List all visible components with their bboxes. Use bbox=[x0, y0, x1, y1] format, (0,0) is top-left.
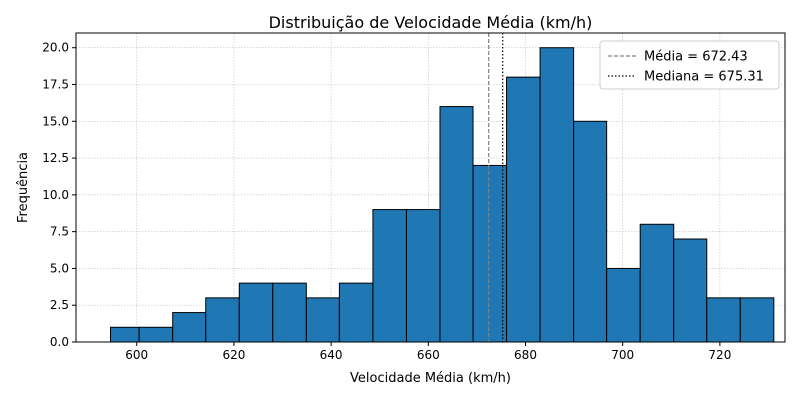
histogram-bar bbox=[405, 209, 441, 343]
y-tick-label: 0.0 bbox=[50, 335, 69, 349]
histogram-bar bbox=[706, 297, 741, 343]
histogram-bar bbox=[205, 297, 240, 343]
x-tick-label: 680 bbox=[514, 348, 537, 362]
reference-lines bbox=[488, 33, 504, 342]
y-axis-ticks: 0.0 2.5 5.0 7.5 10.0 12.5 15.0 17.5 20.0 bbox=[42, 41, 76, 349]
x-axis-ticks: 600 620 640 660 680 700 720 bbox=[125, 342, 731, 362]
legend: Média = 672.43 Mediana = 675.31 bbox=[599, 40, 780, 90]
chart-title: Distribuição de Velocidade Média (km/h) bbox=[269, 13, 593, 32]
histogram-bar bbox=[606, 267, 641, 343]
histogram-bar bbox=[472, 164, 508, 343]
histogram-bar bbox=[673, 238, 708, 343]
histogram-bar bbox=[539, 47, 575, 343]
legend-box bbox=[599, 40, 780, 90]
x-tick-label: 720 bbox=[708, 348, 731, 362]
histogram-bar bbox=[338, 282, 374, 343]
histogram-bar bbox=[110, 326, 140, 343]
histogram-bar bbox=[305, 297, 340, 343]
histogram-bar bbox=[172, 312, 207, 343]
legend-median-label: Mediana = 675.31 bbox=[644, 70, 764, 85]
legend-mean-label: Média = 672.43 bbox=[644, 50, 748, 65]
y-tick-label: 15.0 bbox=[42, 114, 69, 128]
y-axis-label: Frequência bbox=[16, 152, 31, 223]
y-tick-label: 12.5 bbox=[42, 151, 69, 165]
histogram-bar bbox=[372, 209, 407, 343]
y-tick-label: 7.5 bbox=[50, 225, 69, 239]
histogram-bar bbox=[272, 282, 307, 343]
y-tick-label: 10.0 bbox=[42, 188, 69, 202]
histogram-bar bbox=[506, 76, 541, 343]
y-tick-label: 5.0 bbox=[50, 261, 69, 275]
y-tick-label: 17.5 bbox=[42, 78, 69, 92]
x-tick-label: 700 bbox=[611, 348, 634, 362]
x-tick-label: 640 bbox=[320, 348, 343, 362]
bars bbox=[110, 47, 775, 343]
histogram-bar bbox=[573, 120, 608, 343]
histogram-bar bbox=[639, 223, 675, 343]
x-tick-label: 620 bbox=[222, 348, 245, 362]
x-axis-label: Velocidade Média (km/h) bbox=[350, 371, 511, 386]
histogram-bar bbox=[238, 282, 274, 343]
x-tick-label: 600 bbox=[125, 348, 148, 362]
x-tick-label: 660 bbox=[417, 348, 440, 362]
histogram-bar bbox=[439, 106, 474, 343]
histogram-bar bbox=[138, 326, 174, 343]
y-tick-label: 2.5 bbox=[50, 298, 69, 312]
y-tick-label: 20.0 bbox=[42, 41, 69, 55]
plot-frame bbox=[75, 32, 786, 343]
histogram-bar bbox=[739, 297, 775, 343]
